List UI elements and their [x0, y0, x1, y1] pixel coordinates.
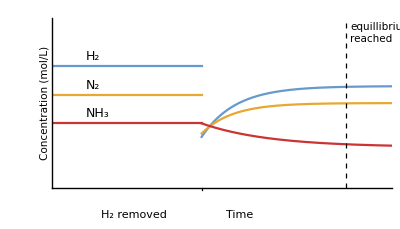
- Text: H₂ removed: H₂ removed: [101, 210, 167, 220]
- Text: NH₃: NH₃: [86, 107, 110, 120]
- Text: equillibrium
reached: equillibrium reached: [350, 22, 400, 44]
- Text: Time: Time: [226, 210, 253, 220]
- Text: N₂: N₂: [86, 79, 100, 92]
- Text: H₂: H₂: [86, 50, 100, 63]
- Y-axis label: Concentration (mol/L): Concentration (mol/L): [39, 46, 49, 160]
